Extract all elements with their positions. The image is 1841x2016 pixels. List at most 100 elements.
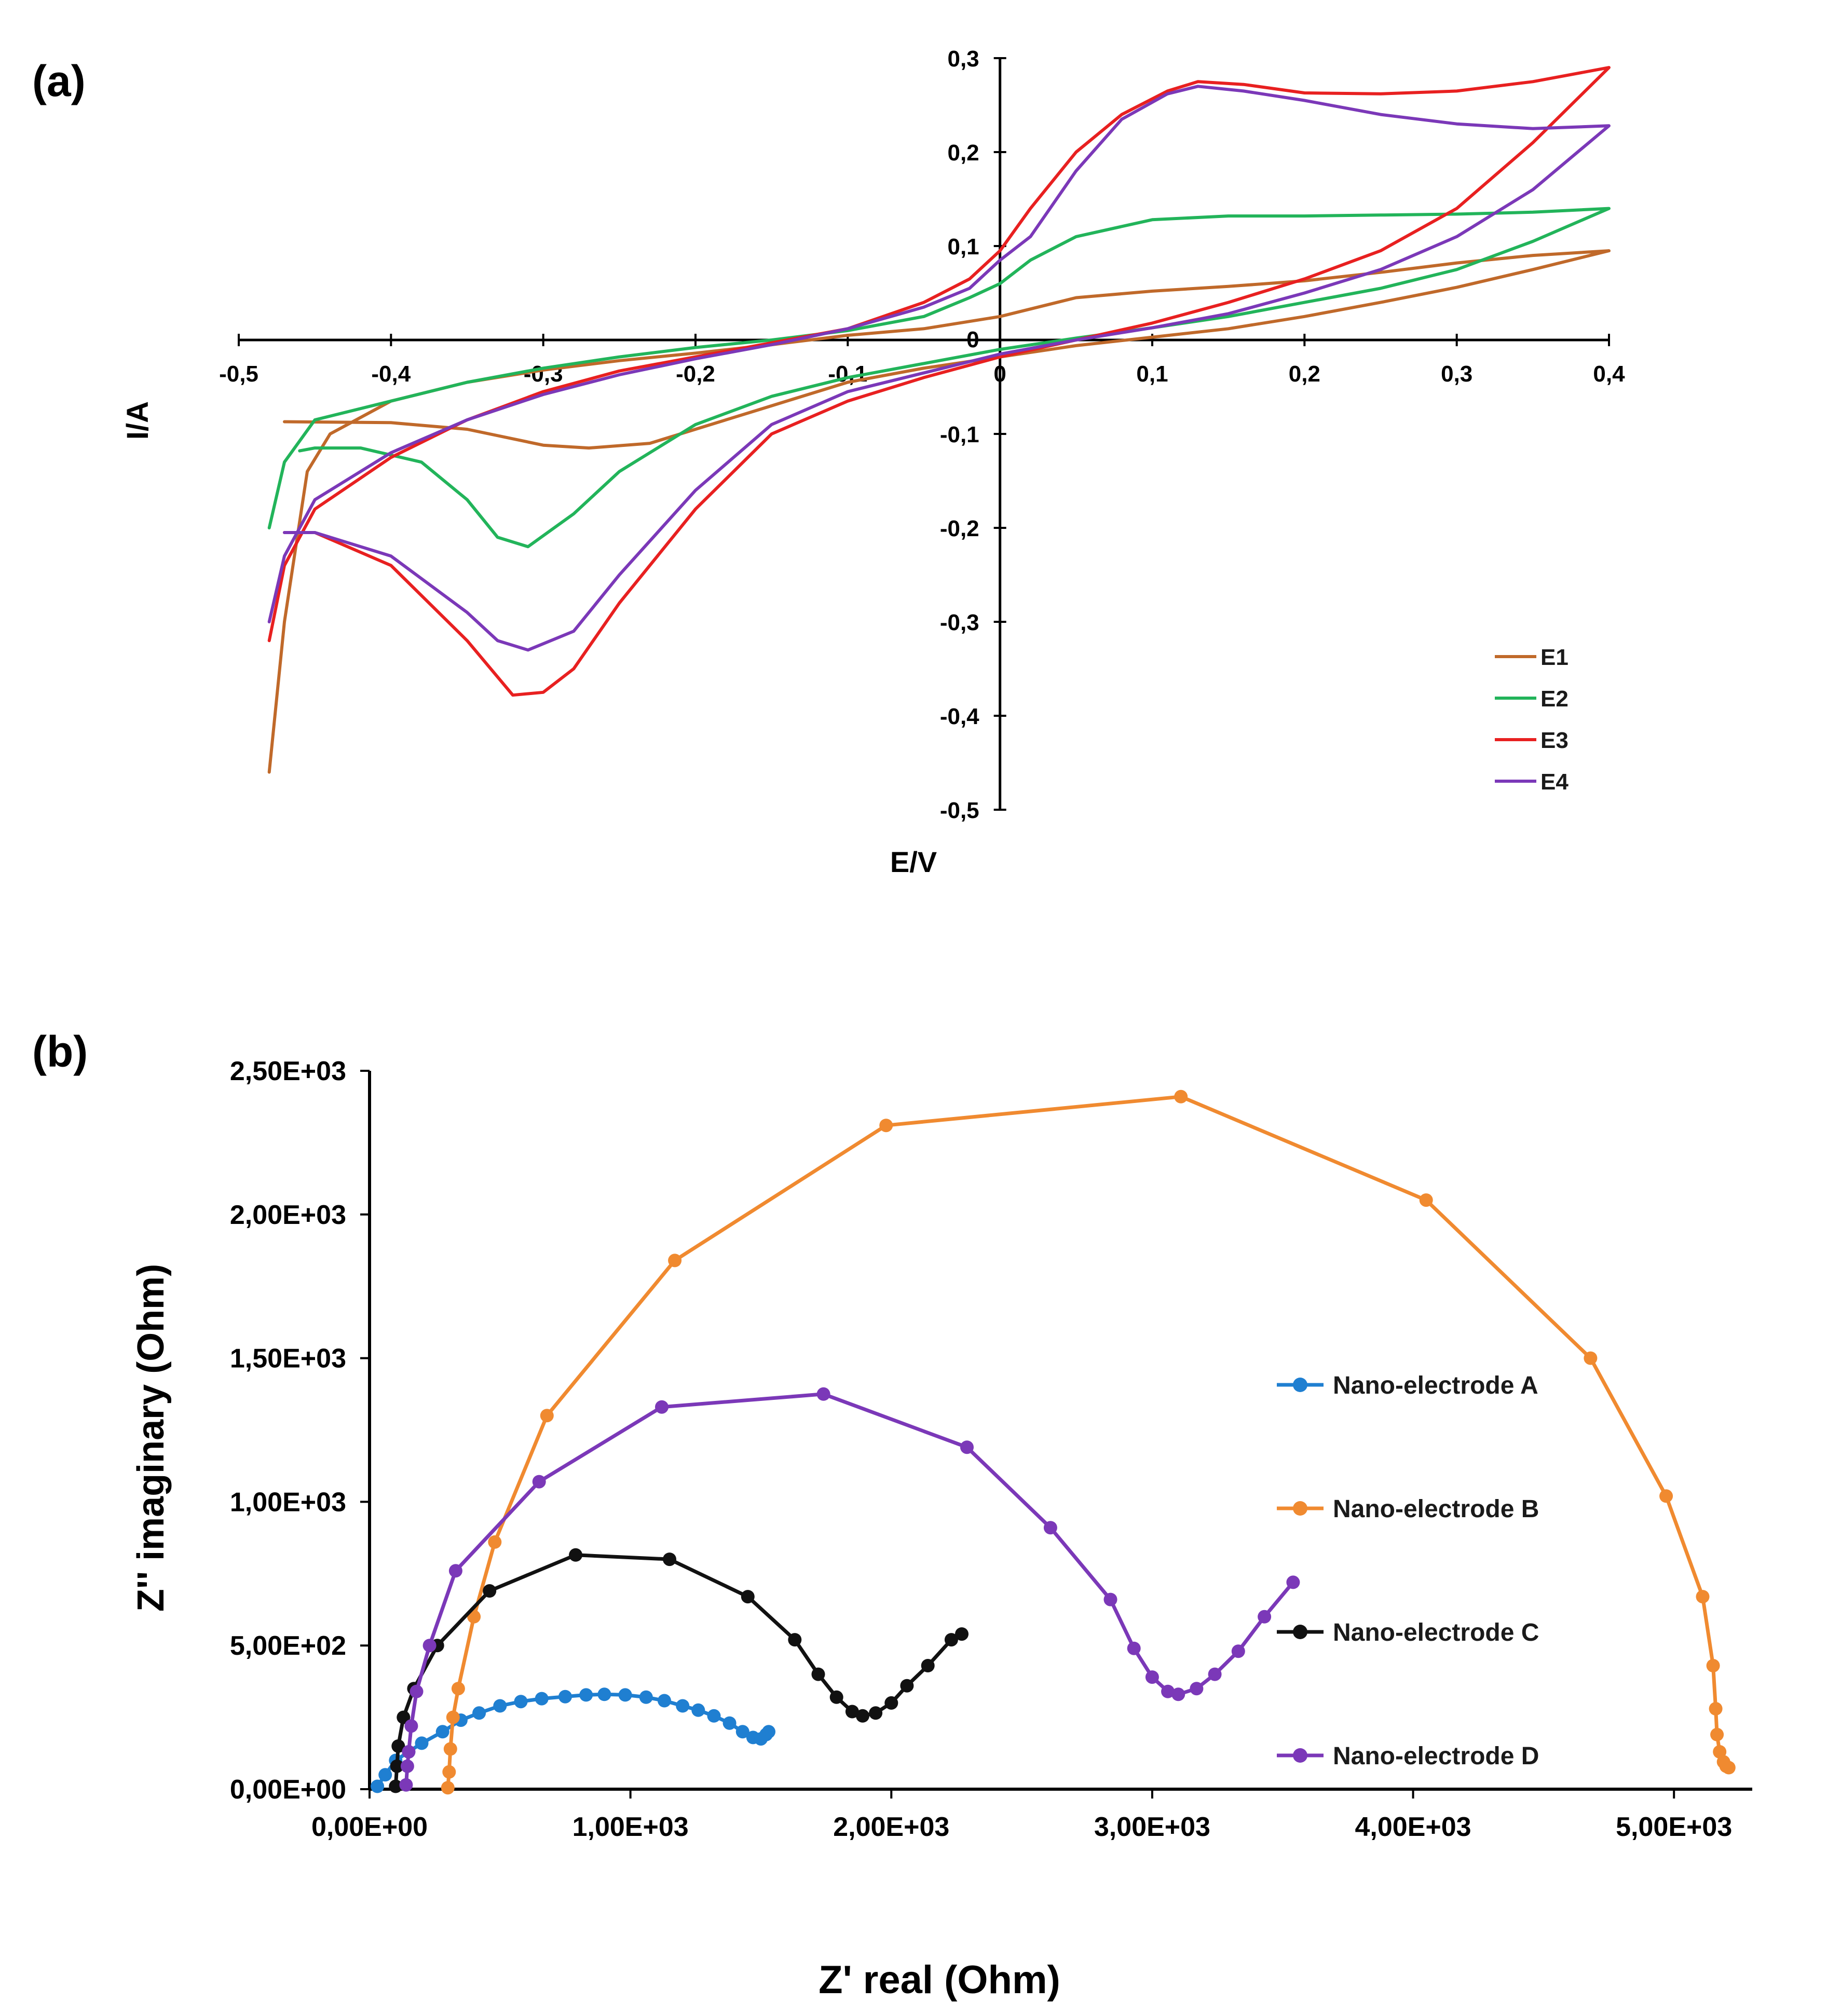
series-line-e1	[267, 249, 1611, 774]
data-point	[535, 1692, 549, 1706]
data-point	[1190, 1682, 1204, 1696]
data-point	[960, 1440, 974, 1454]
data-point	[483, 1584, 497, 1598]
legend-label-e2: E2	[1540, 686, 1569, 712]
y-tick-label: -0,5	[940, 798, 979, 823]
data-point	[639, 1690, 653, 1704]
data-point	[443, 1742, 457, 1756]
series-line-e3	[267, 66, 1611, 697]
data-point	[884, 1696, 898, 1710]
y-axis-title: I/A	[121, 401, 155, 440]
x-tick-label: 1,00E+03	[572, 1812, 689, 1842]
legend: Nano-electrode A Nano-electrode B Nano-ele…	[1277, 1372, 1539, 1770]
data-point	[856, 1709, 869, 1723]
legend-label-nano-electrode-d: Nano-electrode D	[1333, 1742, 1539, 1770]
data-point	[1174, 1089, 1188, 1104]
data-point	[446, 1710, 460, 1724]
data-point	[676, 1699, 690, 1713]
data-point	[488, 1535, 502, 1549]
x-tick-label: 0	[993, 361, 1006, 387]
cyclic-voltammetry-chart: -0,5 -0,4 -0,3 -0,2 -0,1 0 0,1 0,2 0,3 0,4 0,3 0,2 0…	[121, 46, 1625, 878]
y-tick-label: 5,00E+02	[230, 1631, 346, 1661]
data-point	[722, 1716, 737, 1730]
data-point	[404, 1719, 418, 1733]
data-point	[1709, 1702, 1723, 1715]
data-point	[441, 1781, 455, 1795]
series-nano-electrode-b	[441, 1089, 1736, 1795]
legend-label-nano-electrode-b: Nano-electrode B	[1333, 1495, 1539, 1523]
data-point	[389, 1779, 403, 1793]
data-point	[472, 1706, 486, 1720]
data-point	[493, 1699, 507, 1713]
data-point	[397, 1710, 411, 1724]
data-point	[402, 1745, 416, 1759]
y-tick-label: 0,2	[947, 140, 979, 166]
data-point	[532, 1475, 546, 1489]
y-tick-label: -0,2	[940, 516, 979, 541]
y-tick-label: 0,3	[947, 46, 979, 72]
data-point	[422, 1639, 437, 1653]
legend-label-nano-electrode-c: Nano-electrode C	[1333, 1619, 1539, 1646]
data-point	[944, 1633, 958, 1647]
y-tick-label: -0,4	[940, 704, 979, 729]
data-point	[811, 1667, 825, 1681]
legend-marker-nano-electrode-c	[1293, 1625, 1307, 1639]
data-point	[655, 1400, 669, 1414]
data-point	[514, 1695, 528, 1709]
x-tick-label: 0,4	[1593, 361, 1625, 387]
y-tick-label: 1,50E+03	[230, 1344, 346, 1374]
data-point	[900, 1679, 914, 1693]
data-point	[451, 1682, 465, 1696]
panel-label-b: (b)	[32, 1027, 88, 1076]
data-point	[658, 1694, 671, 1708]
data-point	[869, 1706, 883, 1720]
data-point	[371, 1779, 385, 1793]
data-point	[1286, 1575, 1300, 1589]
data-point	[829, 1690, 843, 1704]
legend-marker-nano-electrode-b	[1293, 1501, 1307, 1516]
x-tick-label: -0,5	[219, 361, 258, 387]
data-point	[955, 1627, 969, 1641]
data-point	[1659, 1489, 1673, 1503]
data-point	[735, 1725, 749, 1739]
data-point	[1231, 1644, 1245, 1658]
data-point	[1103, 1592, 1117, 1606]
data-point	[1419, 1193, 1433, 1207]
legend: E1 E2 E3 E4	[1495, 645, 1569, 795]
data-point	[1584, 1351, 1598, 1365]
x-tick-label: 0,00E+00	[311, 1812, 428, 1842]
y-tick-label: 1,00E+03	[230, 1487, 346, 1517]
x-tick-label: 0,2	[1289, 361, 1320, 387]
series-nano-electrode-a	[371, 1687, 775, 1793]
data-point	[1258, 1610, 1272, 1624]
data-point	[741, 1590, 755, 1604]
legend-marker-nano-electrode-a	[1293, 1378, 1307, 1392]
data-point	[845, 1705, 859, 1719]
data-point	[1706, 1659, 1720, 1672]
data-point	[569, 1548, 583, 1562]
data-point	[435, 1725, 449, 1739]
data-point	[448, 1564, 462, 1578]
legend-label-e1: E1	[1540, 645, 1569, 670]
data-point	[1127, 1641, 1141, 1655]
data-point	[1171, 1687, 1185, 1701]
data-point	[1710, 1727, 1724, 1741]
x-tick-label: 3,00E+03	[1094, 1812, 1210, 1842]
series-line-e4	[267, 85, 1611, 652]
data-point	[540, 1409, 554, 1423]
data-point	[691, 1703, 705, 1717]
y-tick-label: 0,00E+00	[230, 1775, 346, 1805]
data-point	[558, 1690, 572, 1704]
x-axis-title: E/V	[890, 846, 937, 878]
x-tick-label: -0,4	[371, 361, 411, 387]
data-point	[1043, 1521, 1057, 1535]
series-line-nano-electrode-d	[404, 1392, 1295, 1787]
data-point	[879, 1119, 893, 1133]
axes: -0,5 -0,4 -0,3 -0,2 -0,1 0 0,1 0,2 0,3 0,4 0,3 0,2 0…	[121, 46, 1625, 878]
data-point	[400, 1759, 414, 1773]
data-point	[390, 1759, 404, 1773]
x-tick-label: 0,1	[1136, 361, 1168, 387]
series-group	[267, 66, 1611, 774]
data-point	[378, 1768, 392, 1782]
